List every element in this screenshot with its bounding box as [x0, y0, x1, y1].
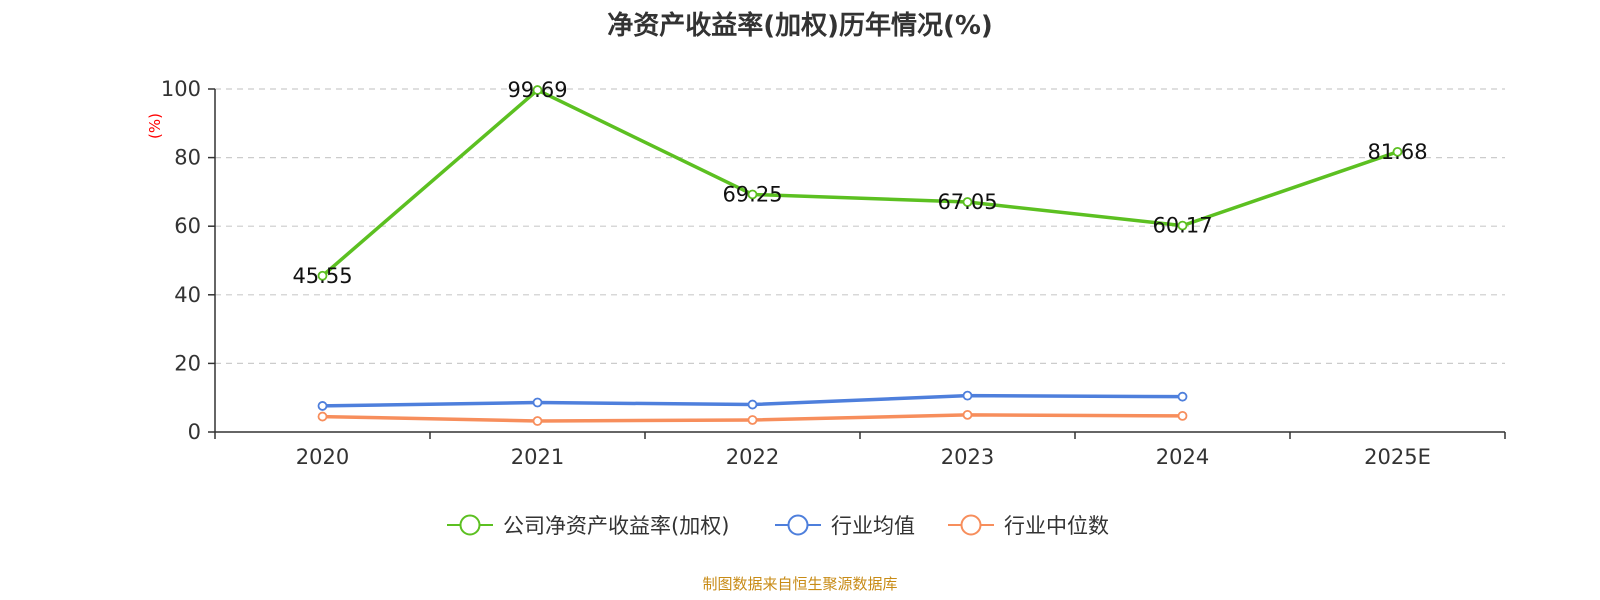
x-tick-label: 2025E — [1364, 445, 1431, 469]
series-1-point — [1177, 391, 1188, 402]
chart-title: 净资产收益率(加权)历年情况(%) — [607, 10, 993, 41]
series-0-point — [747, 189, 758, 200]
series-layer: 45.55 99.69 69.25 67.05 60.17 81.68 — [292, 78, 1428, 426]
y-tick-label: 20 — [174, 351, 201, 375]
series-0-point — [1392, 146, 1403, 157]
x-tick-label: 2021 — [511, 445, 564, 469]
y-tick-label: 0 — [188, 420, 201, 444]
series-1-point — [962, 390, 973, 401]
x-tick-label: 2020 — [296, 445, 349, 469]
legend-circle-icon — [787, 514, 809, 536]
legend-label: 行业中位数 — [1004, 514, 1109, 538]
series-2-point — [317, 411, 328, 422]
data-label: 81.68 — [1367, 140, 1427, 164]
legend-label: 公司净资产收益率(加权) — [503, 514, 729, 538]
legend[interactable]: 公司净资产收益率(加权) 行业均值 行业中位数 — [447, 514, 1109, 538]
x-tick-label: 2022 — [726, 445, 779, 469]
series-2-point — [962, 409, 973, 420]
legend-item-1[interactable]: 行业均值 — [775, 514, 915, 538]
x-tick-label: 2024 — [1156, 445, 1209, 469]
legend-item-2[interactable]: 行业中位数 — [948, 514, 1109, 538]
legend-circle-icon — [459, 514, 481, 536]
data-label: 99.69 — [507, 78, 567, 102]
x-tick-label: 2023 — [941, 445, 994, 469]
series-2-point — [747, 415, 758, 425]
y-axis-unit: (%) — [146, 113, 164, 139]
legend-label: 行业均值 — [831, 514, 915, 538]
series-0-point — [962, 197, 973, 207]
y-tick-label: 100 — [161, 77, 201, 101]
data-label: 60.17 — [1152, 214, 1212, 238]
series-line-0 — [321, 88, 1399, 278]
series-0-point — [317, 270, 328, 281]
series-1-point — [747, 399, 758, 410]
series-0-point — [1177, 220, 1188, 231]
axis-layer: 0 20 40 60 80 100 2020 2021 2022 2023 2024 2025E — [161, 77, 1506, 469]
data-label: 69.25 — [722, 182, 782, 206]
legend-item-0[interactable]: 公司净资产收益率(加权) — [447, 514, 729, 538]
legend-circle-icon — [960, 514, 982, 536]
y-tick-label: 40 — [174, 283, 201, 307]
series-1-point — [317, 401, 328, 411]
y-tick-label: 60 — [174, 214, 201, 238]
data-source-note: 制图数据来自恒生聚源数据库 — [702, 575, 897, 593]
data-label: 45.55 — [292, 264, 352, 288]
grid-layer — [215, 88, 1505, 364]
series-1-point — [532, 397, 543, 408]
series-2-point — [1177, 410, 1188, 421]
y-tick-label: 80 — [174, 146, 201, 170]
data-label: 67.05 — [937, 190, 997, 214]
series-2-point — [532, 416, 543, 426]
series-0-point — [532, 85, 543, 95]
